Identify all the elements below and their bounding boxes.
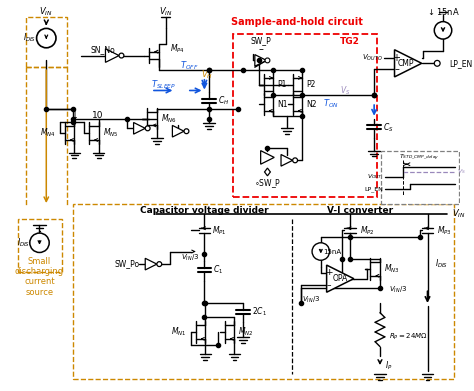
- Circle shape: [119, 53, 124, 58]
- Text: $V_{IN}/3$: $V_{IN}/3$: [302, 295, 320, 305]
- Text: $C_H$: $C_H$: [218, 95, 229, 108]
- Text: SW_Po: SW_Po: [114, 260, 139, 269]
- Text: $\downarrow$15nA: $\downarrow$15nA: [426, 6, 460, 18]
- Text: $V_H$: $V_H$: [201, 69, 213, 81]
- Circle shape: [434, 22, 452, 39]
- Bar: [234, 34, 377, 197]
- Text: $V_{IN}$: $V_{IN}$: [39, 5, 53, 18]
- Text: $V_{IN}/3$: $V_{IN}/3$: [389, 285, 407, 296]
- Polygon shape: [134, 122, 145, 134]
- Text: $I_{DIS}$: $I_{DIS}$: [436, 258, 449, 270]
- Polygon shape: [264, 168, 270, 176]
- Polygon shape: [105, 49, 119, 62]
- Polygon shape: [173, 126, 184, 137]
- Text: $M_{P3}$: $M_{P3}$: [437, 225, 452, 237]
- Circle shape: [30, 233, 49, 253]
- Text: –: –: [326, 281, 331, 290]
- Polygon shape: [261, 151, 274, 164]
- Bar: [73, 204, 454, 378]
- Text: –: –: [394, 64, 399, 74]
- Circle shape: [145, 126, 150, 131]
- Text: $I_P$: $I_P$: [385, 360, 392, 372]
- Text: OPA: OPA: [333, 274, 348, 283]
- Text: TG2: TG2: [340, 36, 360, 45]
- Text: $M_{N4}$: $M_{N4}$: [40, 127, 56, 140]
- Text: LP_EN: LP_EN: [449, 59, 472, 68]
- Text: SN_No: SN_No: [91, 45, 116, 54]
- Text: 1: 1: [72, 111, 77, 120]
- Text: $I_{DIS}$: $I_{DIS}$: [23, 32, 36, 44]
- Circle shape: [36, 29, 56, 48]
- Text: $M_{N1}$: $M_{N1}$: [172, 326, 187, 338]
- Circle shape: [434, 61, 440, 66]
- Text: +: +: [325, 268, 332, 277]
- Text: $V_{OUTO}$: $V_{OUTO}$: [362, 52, 383, 63]
- Text: $M_{N6}$: $M_{N6}$: [161, 112, 176, 125]
- Text: $M_{P4}$: $M_{P4}$: [171, 43, 185, 55]
- Text: P2: P2: [306, 80, 316, 89]
- Text: Capacitor voltage divider: Capacitor voltage divider: [140, 206, 269, 215]
- Polygon shape: [394, 50, 422, 77]
- Polygon shape: [255, 55, 266, 66]
- Text: $V_S$: $V_S$: [340, 84, 350, 97]
- Text: $T_{OFF}$: $T_{OFF}$: [180, 59, 199, 72]
- Text: N2: N2: [306, 100, 317, 109]
- Text: V-I converter: V-I converter: [327, 206, 392, 215]
- Text: $M_{N2}$: $M_{N2}$: [238, 326, 254, 338]
- Text: $V_{IN}$: $V_{IN}$: [452, 207, 465, 220]
- Text: $R_P=24M\Omega$: $R_P=24M\Omega$: [389, 332, 428, 342]
- Text: $I_{DIS}$: $I_{DIS}$: [17, 237, 30, 249]
- Text: $C_1$: $C_1$: [213, 264, 223, 276]
- Text: $T_{STD\_CMP\_delay}$: $T_{STD\_CMP\_delay}$: [400, 152, 440, 162]
- Text: $T_{ON}$: $T_{ON}$: [322, 98, 338, 110]
- Text: N1: N1: [277, 100, 288, 109]
- Text: $\circ$SW_P: $\circ$SW_P: [254, 177, 281, 190]
- Text: –: –: [258, 44, 263, 54]
- Circle shape: [292, 158, 298, 163]
- Text: +: +: [392, 52, 401, 63]
- Text: P1: P1: [277, 80, 286, 89]
- Text: $M_{P2}$: $M_{P2}$: [360, 225, 374, 237]
- Text: $V_S$: $V_S$: [456, 167, 465, 176]
- Text: $V_{IN}/3$: $V_{IN}/3$: [181, 253, 200, 264]
- Text: $2C_1$: $2C_1$: [252, 305, 267, 318]
- Text: Sample-and-hold circuit: Sample-and-hold circuit: [231, 16, 363, 27]
- Bar: [381, 151, 458, 204]
- Bar: [26, 17, 67, 67]
- Text: $M_{P1}$: $M_{P1}$: [212, 225, 227, 237]
- Text: Small
discharging
current
source: Small discharging current source: [15, 256, 64, 297]
- Text: 10: 10: [92, 111, 103, 120]
- Polygon shape: [327, 265, 354, 292]
- Text: 15nA: 15nA: [323, 249, 341, 255]
- Text: $C_S$: $C_S$: [383, 121, 393, 134]
- Bar: [18, 219, 62, 272]
- Text: LP_EN: LP_EN: [364, 187, 383, 192]
- Circle shape: [184, 129, 189, 134]
- Text: SW_P: SW_P: [250, 36, 271, 45]
- Circle shape: [157, 262, 162, 267]
- Circle shape: [265, 58, 270, 63]
- Text: $V_{IN}$: $V_{IN}$: [159, 5, 173, 18]
- Polygon shape: [145, 258, 157, 270]
- Text: $M_{N5}$: $M_{N5}$: [102, 127, 118, 140]
- Text: $V_{OUT}$: $V_{OUT}$: [367, 172, 383, 181]
- Text: CMP: CMP: [398, 59, 414, 68]
- Text: $M_{N3}$: $M_{N3}$: [384, 263, 400, 275]
- Text: $T_{SLEEP}$: $T_{SLEEP}$: [151, 79, 176, 91]
- Circle shape: [312, 243, 329, 260]
- Polygon shape: [281, 154, 292, 166]
